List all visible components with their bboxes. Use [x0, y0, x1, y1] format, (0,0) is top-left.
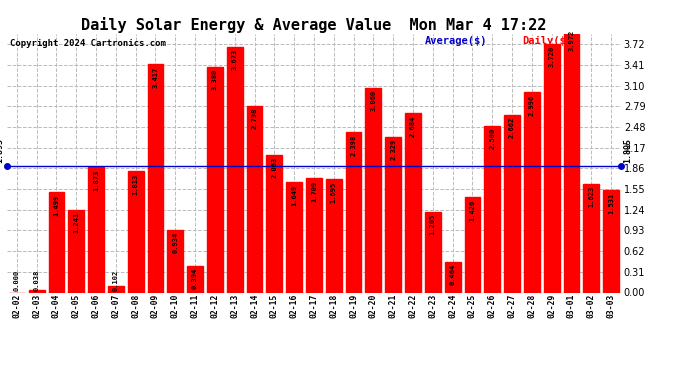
Text: 2.329: 2.329: [390, 139, 396, 160]
Text: 1.895: 1.895: [624, 138, 633, 163]
Bar: [385, 137, 401, 292]
Text: 3.380: 3.380: [212, 69, 218, 90]
Text: 1.531: 1.531: [608, 192, 614, 213]
Text: 0.464: 0.464: [450, 264, 455, 285]
Text: 3.060: 3.060: [371, 90, 376, 111]
Text: Daily($): Daily($): [523, 36, 573, 46]
Bar: [444, 261, 460, 292]
Text: 1.895: 1.895: [0, 138, 4, 163]
Text: 2.398: 2.398: [351, 134, 357, 156]
Bar: [187, 266, 203, 292]
Text: 2.996: 2.996: [529, 94, 535, 116]
Bar: [227, 47, 243, 292]
Bar: [504, 115, 520, 292]
Text: 1.426: 1.426: [469, 199, 475, 220]
Text: 0.394: 0.394: [192, 268, 198, 290]
Bar: [564, 27, 580, 292]
Bar: [603, 190, 619, 292]
Bar: [346, 132, 362, 292]
Bar: [366, 88, 382, 292]
Text: 1.695: 1.695: [331, 182, 337, 203]
Text: 2.684: 2.684: [410, 115, 416, 136]
Text: 0.934: 0.934: [172, 232, 178, 254]
Bar: [168, 230, 184, 292]
Bar: [405, 113, 421, 292]
Text: 1.709: 1.709: [311, 180, 317, 202]
Bar: [29, 290, 45, 292]
Text: 1.813: 1.813: [132, 174, 139, 195]
Bar: [128, 171, 144, 292]
Text: 3.417: 3.417: [152, 66, 159, 88]
Text: 1.241: 1.241: [73, 211, 79, 233]
Text: 1.205: 1.205: [430, 214, 436, 235]
Bar: [108, 286, 124, 292]
Text: 1.499: 1.499: [53, 194, 59, 216]
Text: 3.972: 3.972: [569, 29, 575, 51]
Bar: [544, 44, 560, 292]
Bar: [48, 192, 64, 292]
Text: 3.673: 3.673: [232, 49, 238, 70]
Bar: [246, 106, 262, 292]
Text: 0.000: 0.000: [14, 270, 20, 291]
Text: 3.720: 3.720: [549, 46, 555, 68]
Bar: [148, 64, 164, 292]
Bar: [306, 178, 322, 292]
Bar: [266, 155, 282, 292]
Bar: [425, 212, 441, 292]
Bar: [68, 210, 84, 292]
Bar: [326, 179, 342, 292]
Text: 1.649: 1.649: [291, 184, 297, 206]
Bar: [88, 167, 104, 292]
Text: 1.873: 1.873: [93, 170, 99, 190]
Text: 1.623: 1.623: [589, 186, 594, 207]
Bar: [207, 67, 223, 292]
Text: Copyright 2024 Cartronics.com: Copyright 2024 Cartronics.com: [10, 39, 166, 48]
Text: 2.662: 2.662: [509, 117, 515, 138]
Title: Daily Solar Energy & Average Value  Mon Mar 4 17:22: Daily Solar Energy & Average Value Mon M…: [81, 16, 546, 33]
Bar: [524, 93, 540, 292]
Bar: [583, 184, 599, 292]
Bar: [286, 182, 302, 292]
Bar: [484, 126, 500, 292]
Text: 0.038: 0.038: [34, 270, 39, 291]
Text: 2.798: 2.798: [252, 108, 257, 129]
Text: 0.102: 0.102: [113, 270, 119, 291]
Text: 2.500: 2.500: [489, 128, 495, 149]
Text: Average($): Average($): [424, 36, 487, 46]
Bar: [464, 197, 480, 292]
Text: 2.063: 2.063: [271, 157, 277, 178]
